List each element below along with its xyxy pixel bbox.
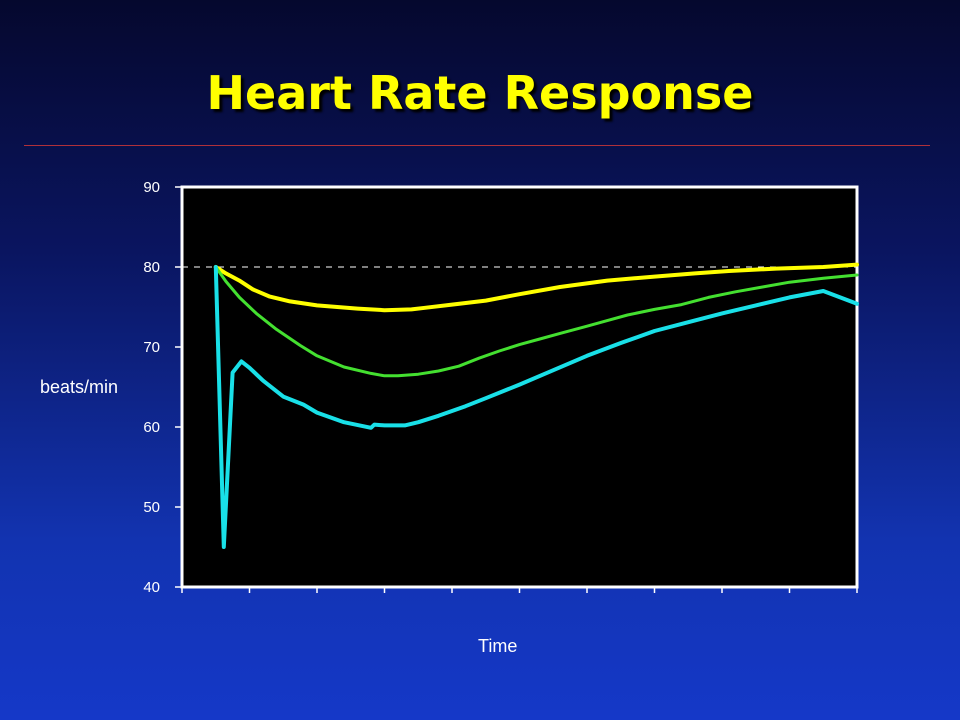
y-tick-label: 90 xyxy=(143,179,160,196)
y-tick-label: 50 xyxy=(143,499,160,516)
y-tick-label: 70 xyxy=(143,339,160,356)
slide-title: Heart Rate Response xyxy=(206,66,754,120)
y-tick-label: 80 xyxy=(143,259,160,276)
plot-area xyxy=(180,185,859,589)
y-tick-label: 40 xyxy=(143,579,160,596)
y-tick-label: 60 xyxy=(143,419,160,436)
y-axis-label: beats/min xyxy=(40,377,119,397)
series-line-1 xyxy=(213,262,859,313)
series-line-3 xyxy=(213,265,859,549)
series-line-2 xyxy=(214,265,859,378)
x-axis-label: Time xyxy=(478,636,518,656)
title-divider xyxy=(24,145,930,146)
